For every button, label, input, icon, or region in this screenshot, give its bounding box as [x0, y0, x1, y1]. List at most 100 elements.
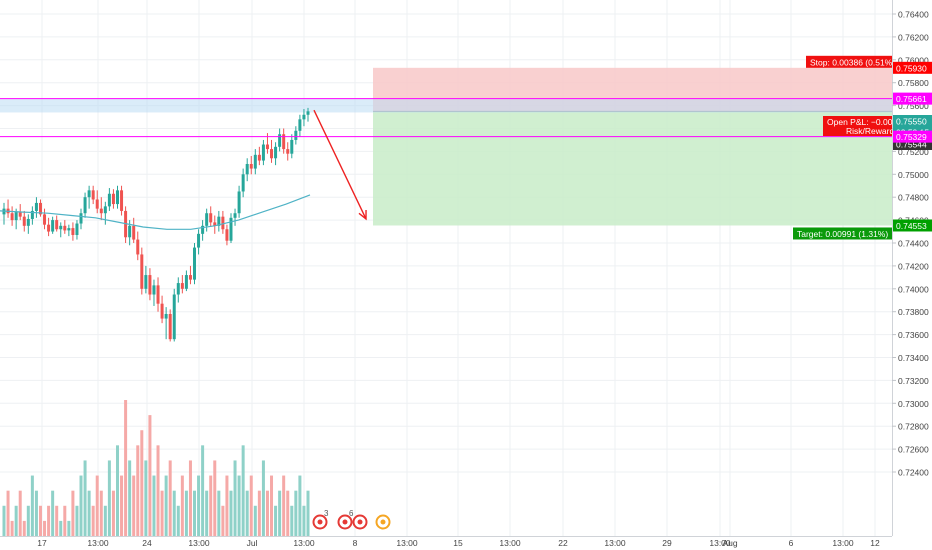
candle-body[interactable] — [274, 146, 278, 159]
pnl-label: Open P&L: −0.00 — [827, 117, 893, 127]
event-marker-icon[interactable] — [375, 514, 391, 530]
candle-body[interactable] — [107, 193, 111, 207]
candle-body[interactable] — [75, 223, 79, 235]
candle-body[interactable] — [164, 313, 168, 319]
candle-body[interactable] — [83, 197, 87, 214]
candle-body[interactable] — [249, 163, 253, 169]
candle-body[interactable] — [298, 119, 302, 131]
event-marker-count: 3 — [324, 509, 329, 518]
candle-body[interactable] — [79, 213, 83, 224]
risk-reward-label: Risk/Reward — [846, 126, 894, 136]
candle-body[interactable] — [172, 294, 176, 340]
candle-body[interactable] — [233, 213, 237, 218]
candle-body[interactable] — [99, 208, 103, 214]
candle-body[interactable] — [144, 275, 148, 289]
volume-bar — [67, 520, 71, 536]
volume-bar — [55, 505, 59, 536]
candle-body[interactable] — [51, 220, 55, 232]
candle-body[interactable] — [253, 154, 257, 169]
candle-body[interactable] — [213, 222, 217, 226]
candle-body[interactable] — [26, 218, 30, 226]
candle-body[interactable] — [103, 206, 107, 214]
volume-bar — [261, 460, 265, 536]
candle-body[interactable] — [95, 199, 99, 209]
candle-body[interactable] — [188, 275, 192, 280]
candle-body[interactable] — [245, 163, 249, 175]
grid — [0, 0, 892, 536]
candle-body[interactable] — [286, 149, 290, 154]
candle-body[interactable] — [59, 225, 63, 230]
candle-body[interactable] — [209, 213, 213, 223]
candle-body[interactable] — [67, 228, 71, 231]
candle-body[interactable] — [55, 220, 59, 230]
candle-body[interactable] — [278, 134, 282, 147]
candle-body[interactable] — [261, 144, 265, 161]
candle-body[interactable] — [136, 239, 140, 255]
candle-body[interactable] — [237, 191, 241, 214]
candlesticks[interactable] — [2, 107, 310, 342]
candle-body[interactable] — [91, 190, 95, 200]
candle-body[interactable] — [217, 216, 221, 226]
candle-body[interactable] — [168, 313, 172, 340]
candle-body[interactable] — [180, 283, 184, 289]
volume-bar — [233, 460, 237, 536]
candle-body[interactable] — [43, 214, 47, 225]
candle-body[interactable] — [111, 193, 115, 205]
volume-bar — [144, 460, 148, 536]
volume-bar — [302, 505, 306, 536]
candle-body[interactable] — [257, 154, 261, 161]
pnl-label-box — [823, 116, 892, 136]
candle-body[interactable] — [47, 224, 51, 232]
candle-body[interactable] — [205, 213, 209, 226]
candle-body[interactable] — [197, 233, 201, 248]
candle-body[interactable] — [18, 212, 22, 217]
candle-body[interactable] — [156, 285, 160, 304]
candle-body[interactable] — [290, 139, 294, 154]
price-tag-label: 0.74553 — [896, 221, 927, 231]
candle-body[interactable] — [14, 212, 18, 221]
volume-bar — [59, 520, 63, 536]
event-marker-icon[interactable] — [352, 514, 368, 530]
candle-body[interactable] — [193, 247, 197, 280]
candle-body[interactable] — [302, 114, 306, 120]
event-marker-icon[interactable]: 6 — [337, 509, 355, 530]
candle-body[interactable] — [152, 285, 156, 295]
candle-body[interactable] — [225, 229, 229, 241]
candle-body[interactable] — [120, 190, 124, 211]
candle-body[interactable] — [306, 111, 310, 115]
volume-bar — [217, 490, 221, 536]
candle-body[interactable] — [10, 213, 14, 221]
candle-body[interactable] — [184, 275, 188, 289]
candle-body[interactable] — [265, 144, 269, 150]
candle-body[interactable] — [270, 149, 274, 159]
candle-body[interactable] — [221, 216, 225, 230]
candle-body[interactable] — [132, 225, 136, 240]
candle-body[interactable] — [63, 225, 67, 231]
candle-body[interactable] — [282, 134, 286, 150]
volume-bar — [245, 490, 249, 536]
candle-body[interactable] — [71, 228, 75, 235]
candle-body[interactable] — [115, 190, 119, 205]
candle-body[interactable] — [160, 303, 164, 319]
volume-bar — [164, 475, 168, 536]
candle-body[interactable] — [30, 210, 34, 219]
candle-body[interactable] — [38, 202, 42, 215]
candle-body[interactable] — [87, 190, 91, 198]
candle-body[interactable] — [128, 225, 132, 238]
candle-body[interactable] — [34, 202, 38, 211]
candle-body[interactable] — [148, 275, 152, 295]
event-marker-icon[interactable]: 3 — [312, 509, 330, 530]
x-tick-label: 13:00 — [396, 538, 418, 548]
candle-body[interactable] — [22, 216, 26, 226]
candle-body[interactable] — [140, 254, 144, 289]
candle-body[interactable] — [201, 225, 205, 234]
candle-body[interactable] — [176, 283, 180, 295]
volume-bar — [6, 490, 10, 536]
candle-body[interactable] — [229, 217, 233, 241]
volume-bar — [237, 475, 241, 536]
volume-bar — [197, 475, 201, 536]
candle-body[interactable] — [241, 174, 245, 192]
candle-body[interactable] — [294, 130, 298, 140]
